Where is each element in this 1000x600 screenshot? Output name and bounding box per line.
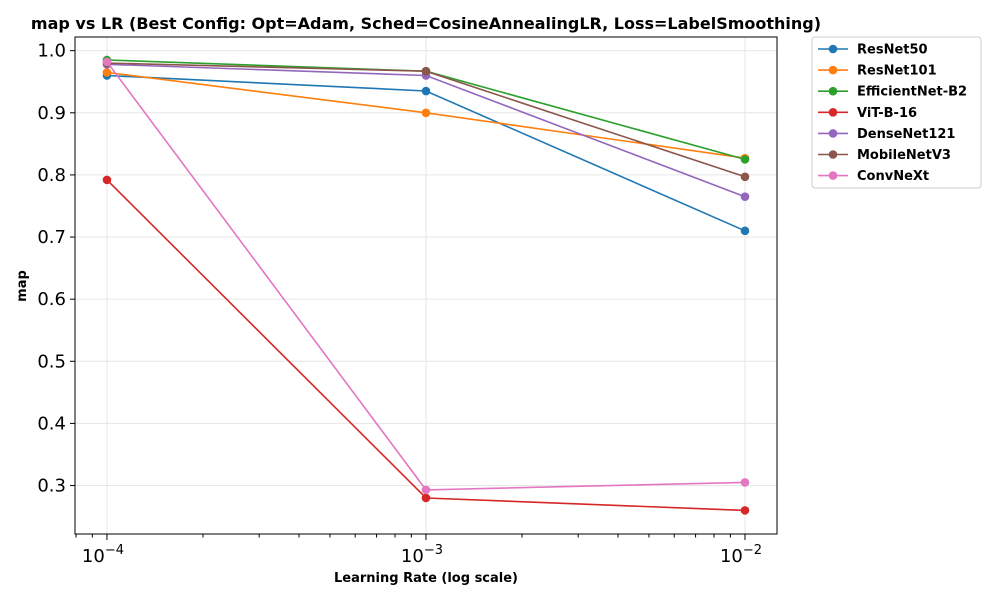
- data-point: [421, 493, 431, 503]
- legend-entry: ConvNeXt: [818, 169, 929, 184]
- data-point: [102, 68, 112, 77]
- series-vit-b-16: [102, 175, 750, 515]
- legend-label: ResNet101: [857, 64, 937, 79]
- data-point: [421, 66, 431, 76]
- legend-marker: [828, 65, 838, 75]
- y-tick-label: 0.9: [37, 103, 66, 124]
- legend-entry: MobileNetV3: [818, 148, 951, 163]
- y-tick-label: 0.6: [37, 289, 66, 310]
- x-axis: 10−4 10−3 10−2: [75, 534, 762, 567]
- legend-marker: [828, 171, 838, 180]
- legend-marker: [828, 150, 838, 159]
- legend-entry: ViT-B-16: [818, 106, 917, 121]
- x-tick-exponent: −4: [105, 543, 124, 558]
- y-tick-label: 1.0: [37, 41, 66, 62]
- data-point: [740, 172, 750, 182]
- data-point: [102, 175, 112, 185]
- series-layer: [102, 55, 750, 515]
- legend-entry: EfficientNet-B2: [818, 85, 967, 100]
- y-tick-label: 0.4: [37, 413, 66, 434]
- x-axis-label: Learning Rate (log scale): [334, 571, 518, 586]
- data-point: [740, 192, 750, 201]
- y-tick-label: 0.5: [37, 351, 66, 372]
- x-tick-exponent: −2: [743, 543, 762, 558]
- legend-frame: [811, 36, 982, 189]
- legend-label: EfficientNet-B2: [857, 85, 967, 100]
- legend: ResNet50 ResNet101 EfficientNet-B2 ViT-B-16…: [811, 36, 982, 189]
- legend-entry: ResNet50: [818, 43, 928, 58]
- series-convnext: [102, 57, 750, 495]
- data-point: [421, 108, 431, 118]
- chart-title: map vs LR (Best Config: Opt=Adam, Sched=…: [31, 14, 821, 33]
- data-point: [740, 155, 750, 164]
- x-tick-label: 10−4: [82, 543, 124, 567]
- legend-label: DenseNet121: [857, 127, 955, 142]
- x-tick-base: 10: [82, 546, 105, 567]
- data-point: [102, 57, 112, 67]
- y-tick-label: 0.7: [37, 227, 66, 248]
- data-point: [421, 86, 431, 96]
- x-tick-exponent: −3: [424, 543, 443, 558]
- y-axis: 0.3 0.4 0.5 0.6 0.7 0.8 0.9 1.0: [37, 41, 75, 497]
- legend-entry: ResNet101: [818, 64, 937, 79]
- legend-entry: DenseNet121: [818, 127, 955, 142]
- legend-label: ViT-B-16: [857, 106, 917, 121]
- data-point: [740, 226, 750, 236]
- data-point: [740, 478, 750, 487]
- legend-marker: [828, 44, 838, 54]
- legend-label: ConvNeXt: [857, 169, 929, 184]
- y-tick-label: 0.8: [37, 165, 66, 186]
- x-tick-base: 10: [401, 546, 424, 567]
- legend-marker: [828, 108, 838, 117]
- y-tick-label: 0.3: [37, 476, 66, 497]
- x-tick-label: 10−2: [720, 543, 762, 567]
- data-point: [740, 506, 750, 515]
- legend-marker: [828, 86, 838, 96]
- x-tick-base: 10: [720, 546, 743, 567]
- legend-marker: [828, 129, 838, 138]
- x-tick-label: 10−3: [401, 543, 443, 567]
- legend-label: MobileNetV3: [857, 148, 951, 163]
- data-point: [421, 485, 431, 495]
- legend-label: ResNet50: [857, 43, 928, 58]
- series-resnet50: [102, 71, 750, 236]
- y-axis-label: map: [15, 270, 30, 302]
